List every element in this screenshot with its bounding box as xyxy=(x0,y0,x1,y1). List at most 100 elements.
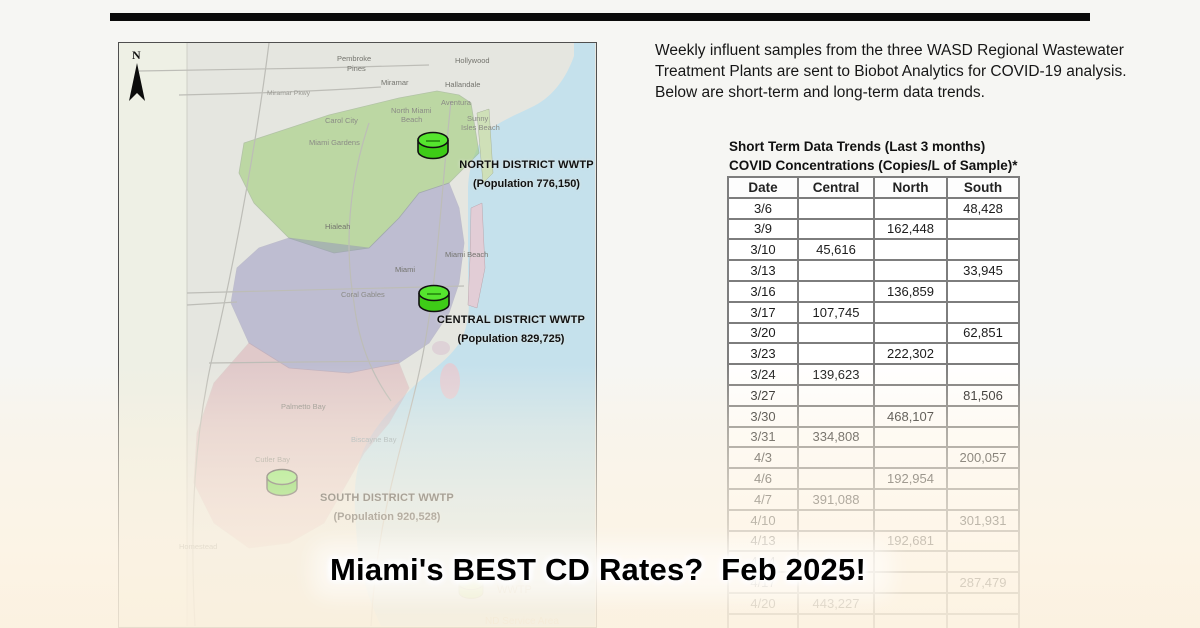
table-cell-date: 3/23 xyxy=(727,342,799,366)
north-wwtp-label: NORTH DISTRICT WWTP (Population 776,150) xyxy=(449,159,604,190)
table-cell-south xyxy=(946,425,1020,449)
map-city-label: Hollywood xyxy=(455,56,490,65)
top-divider-bar xyxy=(110,13,1090,21)
table-row: 3/30 468,107 xyxy=(727,404,1020,428)
table-cell-north xyxy=(873,363,948,386)
table-cell-central: 107,745 xyxy=(797,300,875,324)
table-column-header: Central xyxy=(797,176,875,199)
table-cell-north: 192,954 xyxy=(873,467,948,490)
map-city-label: Aventura xyxy=(441,98,472,107)
map-water-label: Biscayne Bay xyxy=(351,435,397,444)
table-cell-south xyxy=(946,591,1020,615)
legend-service-area-label: ND Service Area xyxy=(485,616,559,626)
table-row: 4/10 301,931 xyxy=(727,508,1020,532)
map-city-label: Miami Gardens xyxy=(309,138,360,147)
table-row xyxy=(727,612,1020,628)
table-cell-south: 62,851 xyxy=(946,321,1020,345)
overlay-title: Miami's BEST CD Rates? Feb 2025! xyxy=(330,552,866,587)
table-column-header: Date xyxy=(727,176,799,199)
table-cell-date: 3/13 xyxy=(727,259,799,282)
map-city-label: Pembroke xyxy=(337,54,371,63)
table-row: 3/23 222,302 xyxy=(727,342,1020,366)
table-cell-south xyxy=(946,363,1020,386)
table-cell-south xyxy=(946,404,1020,428)
table-cell-date: 4/7 xyxy=(727,487,799,511)
table-cell-south: 48,428 xyxy=(946,196,1020,220)
table-title-line2: COVID Concentrations (Copies/L of Sample… xyxy=(729,158,1018,173)
table-cell-central xyxy=(797,383,875,407)
table-cell-north xyxy=(873,487,948,511)
table-cell-central xyxy=(797,259,875,282)
table-cell-south xyxy=(946,342,1020,366)
map-city-label: Sunny xyxy=(467,114,489,123)
intro-paragraph: Weekly influent samples from the three W… xyxy=(655,42,1127,101)
map-city-label: Coral Gables xyxy=(341,290,385,299)
table-column-header: South xyxy=(946,176,1020,199)
table-header-row: Date Central North South xyxy=(727,176,1020,199)
table-cell-central: 391,088 xyxy=(797,487,875,511)
table-cell-date: 3/6 xyxy=(727,196,799,220)
table-cell-north: 468,107 xyxy=(873,404,948,428)
north-wwtp-name: NORTH DISTRICT WWTP xyxy=(459,159,594,171)
map-city-label: Homestead xyxy=(179,542,217,551)
table-cell-north xyxy=(873,446,948,470)
table-cell-date: 3/24 xyxy=(727,363,799,386)
miami-districts-map: N Pembroke Pines Hollywood Miramar Halla… xyxy=(118,42,597,628)
north-arrow-label: N xyxy=(132,48,141,62)
table-row: 3/27 81,506 xyxy=(727,383,1020,407)
table-cell-central: 334,808 xyxy=(797,425,875,449)
map-city-label: North Miami xyxy=(391,106,432,115)
table-cell-central xyxy=(797,217,875,241)
table-cell-south xyxy=(946,217,1020,241)
table-row: 3/24 139,623 xyxy=(727,363,1020,386)
north-wwtp-population: (Population 776,150) xyxy=(473,178,580,190)
map-city-label: Palmetto Bay xyxy=(281,402,326,411)
table-cell-date: 3/20 xyxy=(727,321,799,345)
table-cell-north xyxy=(873,300,948,324)
north-wwtp-marker-icon xyxy=(417,131,449,160)
table-row: 4/7 391,088 xyxy=(727,487,1020,511)
table-row: 3/10 45,616 xyxy=(727,238,1020,262)
table-title-line1: Short Term Data Trends (Last 3 months) xyxy=(729,139,986,154)
key-biscayne-island xyxy=(440,363,460,399)
table-cell-date: 3/10 xyxy=(727,238,799,262)
table-cell-south: 301,931 xyxy=(946,508,1020,532)
table-cell-date: 3/31 xyxy=(727,425,799,449)
table-cell-central: 139,623 xyxy=(797,363,875,386)
table-cell-north xyxy=(873,321,948,345)
table-cell-date: 4/3 xyxy=(727,446,799,470)
table-cell-south xyxy=(946,467,1020,490)
table-cell-central xyxy=(797,508,875,532)
table-cell-central xyxy=(797,404,875,428)
table-cell-south: 200,057 xyxy=(946,446,1020,470)
table-cell-central xyxy=(797,446,875,470)
map-city-label: Miami xyxy=(395,265,415,274)
table-cell-north: 162,448 xyxy=(873,217,948,241)
map-city-label: Cutler Bay xyxy=(255,455,290,464)
table-cell-central xyxy=(797,342,875,366)
table-cell-north xyxy=(873,508,948,532)
table-cell-north xyxy=(873,612,948,628)
table-row: 3/20 62,851 xyxy=(727,321,1020,345)
south-wwtp-label: SOUTH DISTRICT WWTP (Population 920,528) xyxy=(287,492,487,523)
table-cell-north xyxy=(873,238,948,262)
central-wwtp-name: CENTRAL DISTRICT WWTP xyxy=(436,314,586,326)
table-cell-central xyxy=(797,612,875,628)
table-row: 3/16 136,859 xyxy=(727,279,1020,303)
table-cell-date: 4/6 xyxy=(727,467,799,490)
table-cell-north: 222,302 xyxy=(873,342,948,366)
map-city-label: Hallandale xyxy=(445,80,480,89)
map-city-label: Isles Beach xyxy=(461,123,500,132)
table-cell-north xyxy=(873,196,948,220)
table-cell-central xyxy=(797,321,875,345)
south-wwtp-population: (Population 920,528) xyxy=(333,511,441,523)
table-cell-central: 45,616 xyxy=(797,238,875,262)
table-cell-date: 3/9 xyxy=(727,217,799,241)
table-cell-south: 287,479 xyxy=(946,571,1020,594)
map-city-label: Miami Beach xyxy=(445,250,488,259)
table-cell-date: 3/16 xyxy=(727,279,799,303)
table-row: 3/17 107,745 xyxy=(727,300,1020,324)
central-wwtp-population: (Population 829,725) xyxy=(457,333,565,345)
table-row: 3/9 162,448 xyxy=(727,217,1020,241)
